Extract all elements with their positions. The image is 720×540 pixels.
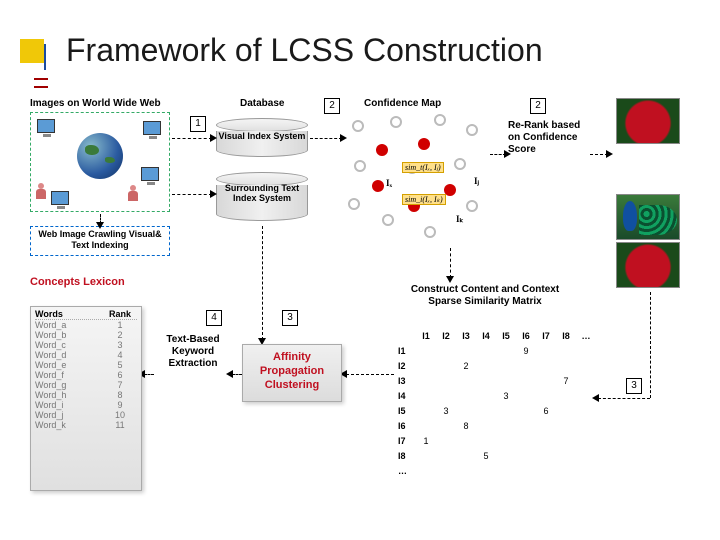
sim-i-tag: sim_i(Iₓ, Iₖ) [402,194,446,205]
monitor-icon [141,167,159,181]
arrow [172,138,212,139]
arrowhead-icon [96,222,104,229]
confidence-map: Iₓ Iⱼ Iₖ sim_t(Iₓ, Iⱼ) sim_i(Iₓ, Iₖ) [346,114,486,244]
step-3a-badge: 3 [282,310,298,326]
crawl-text: Web Image Crawling Visual& Text Indexing [38,229,161,250]
arrowhead-icon [504,150,511,158]
person-icon [35,183,47,199]
arrowhead-icon [592,394,599,402]
arrowhead-icon [446,276,454,283]
text-index-db: Surrounding Text Index System [216,172,308,222]
sim-t-tag: sim_t(Iₓ, Iⱼ) [402,162,444,173]
accent-line [44,44,46,70]
bullet-tick-icon [34,78,48,80]
arrowhead-icon [340,134,347,142]
keyword-box: Text-Based Keyword Extraction [154,334,232,370]
text-index-label: Surrounding Text Index System [216,184,308,204]
www-box [30,112,170,212]
slide-title: Framework of LCSS Construction [66,32,543,69]
similarity-matrix: I1I2I3I4I5I6I7I8…I19I22I37I43I536I68I71I… [398,328,598,478]
monitor-icon [143,121,161,135]
globe-icon [77,133,123,179]
visual-index-label: Visual Index System [216,132,308,142]
arrow [598,398,650,399]
confmap-label: Confidence Map [364,98,441,109]
step-3b-badge: 3 [626,378,642,394]
ij-label: Iⱼ [474,176,479,187]
ix-label: Iₓ [386,178,392,188]
lexicon-col-rank: Rank [105,309,135,319]
slide: Framework of LCSS Construction Images on… [0,0,720,540]
arrow [346,374,394,375]
arrowhead-icon [606,150,613,158]
visual-index-db: Visual Index System [216,118,308,158]
arrow [144,374,154,375]
step-4-badge: 4 [206,310,222,326]
arrow [172,194,212,195]
arrowhead-icon [226,370,233,378]
person-icon [127,185,139,201]
lexicon-col-words: Words [35,309,105,319]
crawl-label: Web Image Crawling Visual& Text Indexing [30,226,170,256]
www-label: Images on World Wide Web [30,98,161,109]
step-1-badge: 1 [190,116,206,132]
arrow [262,226,263,340]
bullet-tick-icon [34,86,48,88]
rerank-label: Re-Rank based on Confidence Score [508,120,588,156]
monitor-icon [37,119,55,133]
matrix-construct-label: Construct Content and Context Sparse Sim… [400,284,570,308]
arrow [450,248,451,278]
arrow [650,292,651,398]
arrowhead-icon [210,134,217,142]
accent-box-icon [20,39,44,63]
step-2b-badge: 2 [530,98,546,114]
framework-diagram: Images on World Wide Web Web Image Crawl… [30,98,700,530]
step-2a-badge: 2 [324,98,340,114]
ik-label: Iₖ [456,214,463,225]
affinity-box: Affinity Propagation Clustering [242,344,342,402]
lexicon-title: Concepts Lexicon [30,276,125,288]
arrow [232,374,242,375]
thumb-rose-2 [616,242,680,288]
title-bar: Framework of LCSS Construction [20,32,543,69]
database-label: Database [240,98,284,109]
lexicon-table: WordsRank Word_a1Word_b2Word_c3Word_d4Wo… [30,306,142,491]
matrix-table: I1I2I3I4I5I6I7I8…I19I22I37I43I536I68I71I… [398,328,596,478]
thumb-rose [616,98,680,144]
monitor-icon [51,191,69,205]
thumb-peacock [616,194,680,240]
arrow [310,138,342,139]
arrowhead-icon [210,190,217,198]
affinity-label: Affinity Propagation Clustering [260,351,324,391]
